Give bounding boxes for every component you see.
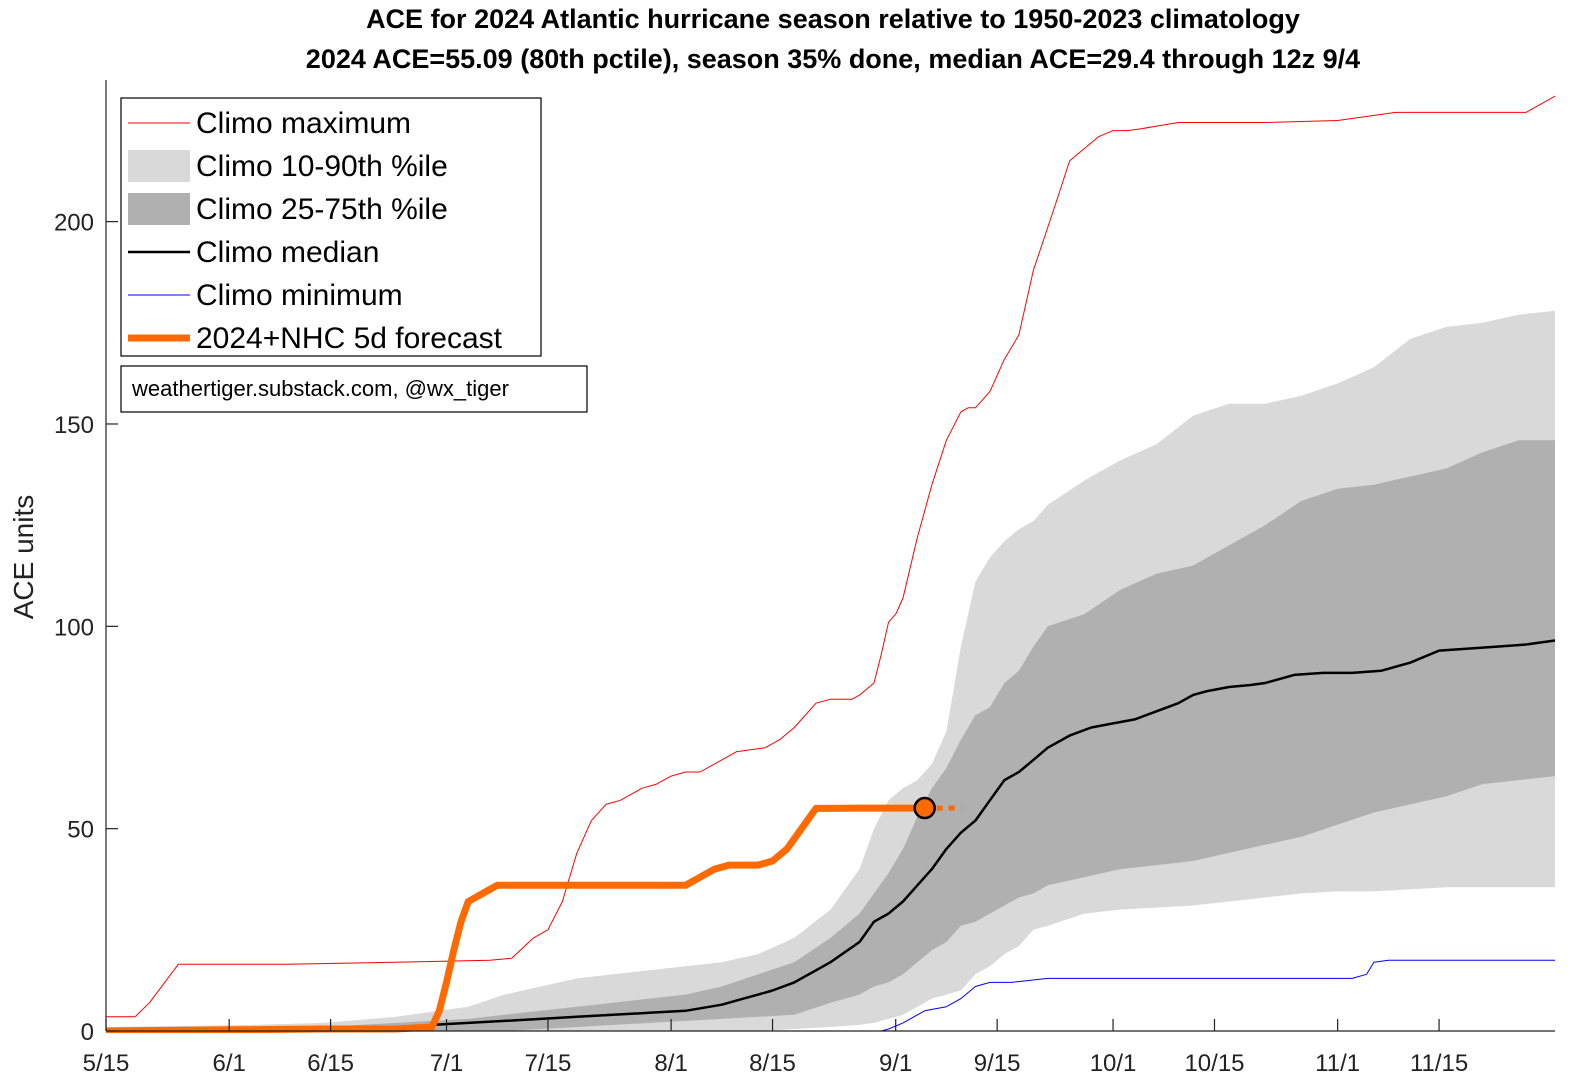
x-tick-label: 6/1 [212, 1050, 245, 1077]
y-tick-label: 200 [54, 210, 94, 237]
x-tick-label: 10/15 [1184, 1050, 1244, 1077]
x-tick-label: 7/1 [430, 1050, 463, 1077]
x-tick-label: 9/1 [879, 1050, 912, 1077]
legend-label-2024-nhc-5d-forecast: 2024+NHC 5d forecast [196, 322, 503, 355]
legend: Climo maximum Climo 10-90th %ile Climo 25-… [120, 97, 542, 357]
chart-title: ACE for 2024 Atlantic hurricane season r… [366, 4, 1300, 34]
legend-swatch-climo-10-90th-ile [128, 150, 190, 182]
y-axis-label: ACE units [8, 495, 39, 620]
legend-label-climo-10-90th-ile: Climo 10-90th %ile [196, 150, 448, 183]
x-tick-label: 11/15 [1410, 1050, 1468, 1077]
x-tick-label: 11/1 [1315, 1050, 1360, 1077]
x-tick-label: 6/15 [307, 1050, 354, 1077]
plot-area [106, 95, 1555, 1033]
axes: 5/15 6/1 6/15 7/1 7/15 8/1 8/15 9/1 9/15 10/1 10/1… [54, 80, 1555, 1077]
x-tick-label: 9/15 [974, 1050, 1021, 1077]
legend-label-climo-minimum: Climo minimum [196, 279, 403, 312]
x-tick-label: 8/1 [654, 1050, 687, 1077]
series-line-2024-nhc-5d-forecast [106, 804, 929, 1033]
legend-swatch-climo-25-75th-ile [128, 193, 190, 225]
y-tick-label: 50 [67, 817, 94, 844]
legend-label-climo-median: Climo median [196, 236, 379, 269]
x-tick-label: 10/1 [1090, 1050, 1137, 1077]
series-line-climo-maximum [106, 95, 1555, 1018]
y-tick-label: 100 [54, 614, 94, 641]
legend-label-climo-maximum: Climo maximum [196, 107, 411, 140]
current-ace-marker [913, 796, 936, 820]
series-line-climo-minimum [106, 959, 1555, 1032]
band-climo-25-75th-ile [106, 440, 1555, 1031]
y-tick-label: 0 [81, 1019, 94, 1046]
y-tick-label: 150 [54, 412, 94, 439]
legend-box [120, 97, 542, 357]
credit-box: weathertiger.substack.com, @wx_tiger [120, 365, 588, 413]
legend-label-climo-25-75th-ile: Climo 25-75th %ile [196, 193, 448, 226]
credit-text: weathertiger.substack.com, @wx_tiger [131, 376, 509, 401]
x-tick-label: 7/15 [525, 1050, 572, 1077]
series-line-climo-median [106, 639, 1555, 1033]
x-tick-label: 5/15 [83, 1050, 130, 1077]
chart-subtitle: 2024 ACE=55.09 (80th pctile), season 35%… [306, 44, 1360, 74]
x-tick-label: 8/15 [749, 1050, 796, 1077]
